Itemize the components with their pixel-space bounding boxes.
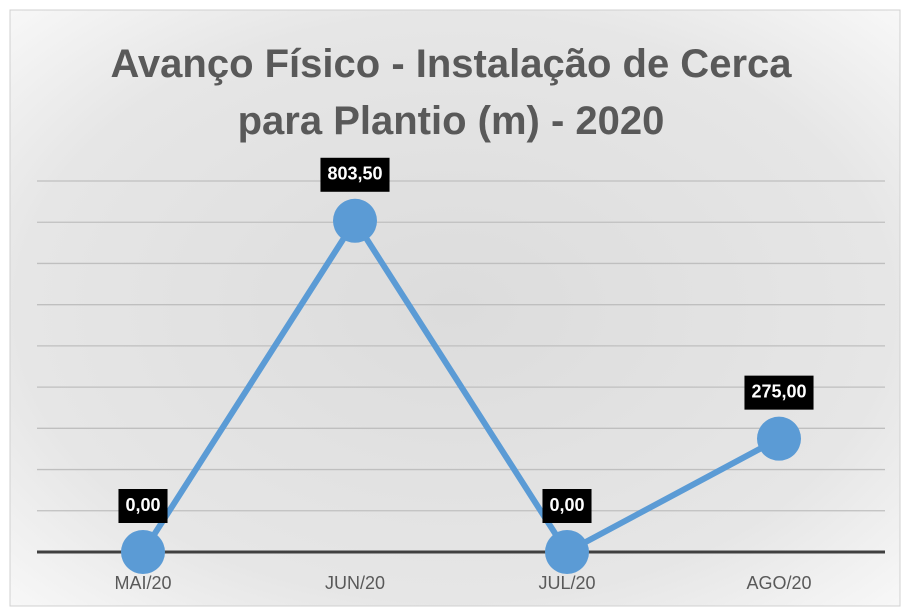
line [140, 217, 781, 555]
data-label-box [542, 489, 592, 523]
data-label: 0,00 [125, 495, 160, 515]
chart-title: Avanço Físico - Instalação de Cerca para… [110, 42, 792, 143]
x-tick-label: AGO/20 [746, 573, 811, 593]
marker [333, 198, 377, 243]
data-label: 275,00 [751, 381, 806, 401]
x-tick-label: JUL/20 [538, 573, 595, 593]
x-tick-label: MAI/20 [114, 573, 171, 593]
data-label-box [320, 157, 390, 192]
x-tick-label: JUN/20 [325, 573, 385, 593]
data-label: 0,00 [549, 495, 584, 515]
data-label-box [744, 375, 814, 410]
data-label-box [118, 489, 168, 523]
marker [121, 530, 165, 574]
marker [757, 416, 801, 461]
data-label: 803,50 [327, 164, 382, 184]
marker [545, 530, 589, 574]
